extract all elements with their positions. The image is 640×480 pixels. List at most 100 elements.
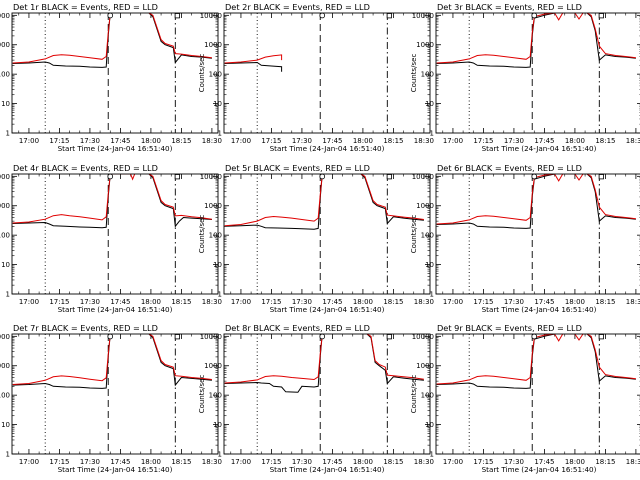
x-tick-label: 18:00 xyxy=(141,458,161,466)
y-tick-label: 10 xyxy=(213,100,222,108)
x-tick-label: 17:15 xyxy=(261,137,281,145)
y-tick-label: 100 xyxy=(209,232,222,240)
y-tick-label: 10000 xyxy=(200,333,222,341)
y-tick-label: 10000 xyxy=(412,12,434,20)
x-tick-label: 17:30 xyxy=(80,458,100,466)
series-lld xyxy=(12,174,212,224)
circle-marker xyxy=(319,173,326,180)
x-tick-label: 17:30 xyxy=(504,458,524,466)
panel-title: Det 1r BLACK = Events, RED = LLD xyxy=(13,2,158,12)
x-tick-label: 17:00 xyxy=(443,137,463,145)
y-tick-label: 100 xyxy=(421,232,434,240)
x-tick-label: 17:00 xyxy=(231,298,251,306)
x-tick-label: 17:00 xyxy=(443,298,463,306)
plot-frame xyxy=(435,333,640,455)
panel-title: Det 6r BLACK = Events, RED = LLD xyxy=(437,163,582,173)
y-tick-label: 1000 xyxy=(204,41,222,49)
panel-8: Det 8r BLACK = Events, RED = LLD 1 10 100 10… xyxy=(198,323,434,474)
y-tick-label: 10 xyxy=(425,261,434,269)
x-tick-label: 18:15 xyxy=(383,458,403,466)
series-lld xyxy=(436,334,636,385)
series-events xyxy=(12,13,212,68)
panel-9: Det 9r BLACK = Events, RED = LLD 1 10 100 10… xyxy=(410,323,640,474)
x-tick-label: 17:30 xyxy=(292,298,312,306)
x-tick-label: 17:45 xyxy=(110,458,130,466)
plot-frame xyxy=(223,12,431,134)
y-tick-label: 10000 xyxy=(0,173,10,181)
y-axis-label: Counts/sec xyxy=(410,375,418,414)
x-tick-label: 17:00 xyxy=(19,137,39,145)
panel-title: Det 5r BLACK = Events, RED = LLD xyxy=(225,163,370,173)
x-tick-label: 18:15 xyxy=(171,137,191,145)
series-lld xyxy=(436,174,636,225)
x-tick-label: 18:15 xyxy=(595,298,615,306)
x-axis-label: Start Time (24-Jan-04 16:51:40) xyxy=(482,305,597,314)
series-lld xyxy=(12,13,212,64)
y-tick-label: 1000 xyxy=(416,202,434,210)
y-tick-label: 10 xyxy=(213,261,222,269)
x-tick-label: 17:00 xyxy=(231,458,251,466)
x-tick-label: 17:15 xyxy=(473,137,493,145)
panel-4: Det 4r BLACK = Events, RED = LLD 1 10 100 10… xyxy=(0,163,222,314)
x-tick-label: 18:30 xyxy=(202,137,222,145)
y-tick-label: 100 xyxy=(0,392,10,400)
circle-marker xyxy=(319,333,326,340)
x-tick-label: 17:15 xyxy=(473,298,493,306)
x-tick-label: 17:30 xyxy=(80,137,100,145)
x-tick-label: 18:15 xyxy=(383,137,403,145)
x-tick-label: 18:00 xyxy=(353,458,373,466)
panel-title: Det 8r BLACK = Events, RED = LLD xyxy=(225,323,370,333)
x-tick-label: 17:30 xyxy=(504,137,524,145)
x-tick-label: 18:15 xyxy=(595,137,615,145)
x-axis-label: Start Time (24-Jan-04 16:51:40) xyxy=(270,144,385,153)
circle-marker xyxy=(107,333,114,340)
square-marker xyxy=(174,13,180,19)
y-tick-label: 1000 xyxy=(204,362,222,370)
y-tick-label: 1 xyxy=(430,291,434,299)
plot-frame xyxy=(223,333,431,455)
y-tick-label: 10000 xyxy=(412,173,434,181)
y-tick-label: 100 xyxy=(421,392,434,400)
y-tick-label: 1 xyxy=(218,291,222,299)
x-tick-label: 17:30 xyxy=(80,298,100,306)
x-tick-label: 17:00 xyxy=(19,298,39,306)
square-marker xyxy=(174,174,180,180)
panel-1: Det 1r BLACK = Events, RED = LLD 1 10 100 10… xyxy=(0,2,222,153)
y-tick-label: 10 xyxy=(213,421,222,429)
y-axis-label: Counts/sec xyxy=(198,54,206,93)
y-tick-label: 1 xyxy=(430,451,434,459)
series-lld xyxy=(12,334,212,385)
x-tick-label: 17:15 xyxy=(49,137,69,145)
y-tick-label: 1 xyxy=(218,130,222,138)
series-lld xyxy=(224,174,424,227)
x-tick-label: 18:30 xyxy=(202,298,222,306)
plot-frame xyxy=(435,173,640,295)
x-tick-label: 18:00 xyxy=(141,137,161,145)
y-tick-label: 10 xyxy=(425,100,434,108)
x-tick-label: 17:45 xyxy=(534,458,554,466)
x-tick-label: 18:00 xyxy=(565,137,585,145)
x-tick-label: 18:00 xyxy=(141,298,161,306)
x-tick-label: 18:00 xyxy=(565,298,585,306)
square-marker xyxy=(174,334,180,340)
panel-title: Det 9r BLACK = Events, RED = LLD xyxy=(437,323,582,333)
plot-frame xyxy=(223,173,431,295)
circle-marker xyxy=(107,12,114,19)
circle-marker xyxy=(531,12,538,19)
panel-3: Det 3r BLACK = Events, RED = LLD 1 10 100 10… xyxy=(410,2,640,153)
x-tick-label: 17:45 xyxy=(110,137,130,145)
x-tick-label: 17:00 xyxy=(19,458,39,466)
series-events xyxy=(224,174,424,230)
x-tick-label: 17:15 xyxy=(49,458,69,466)
x-tick-label: 18:15 xyxy=(595,458,615,466)
x-tick-label: 17:45 xyxy=(322,458,342,466)
x-tick-label: 18:30 xyxy=(414,137,434,145)
y-axis-label: Counts/sec xyxy=(410,54,418,93)
y-tick-label: 1 xyxy=(6,291,10,299)
square-marker xyxy=(598,334,604,340)
x-tick-label: 18:30 xyxy=(202,458,222,466)
x-tick-label: 18:30 xyxy=(414,298,434,306)
series-events xyxy=(224,334,424,393)
x-tick-label: 18:30 xyxy=(414,458,434,466)
x-tick-label: 18:00 xyxy=(565,458,585,466)
